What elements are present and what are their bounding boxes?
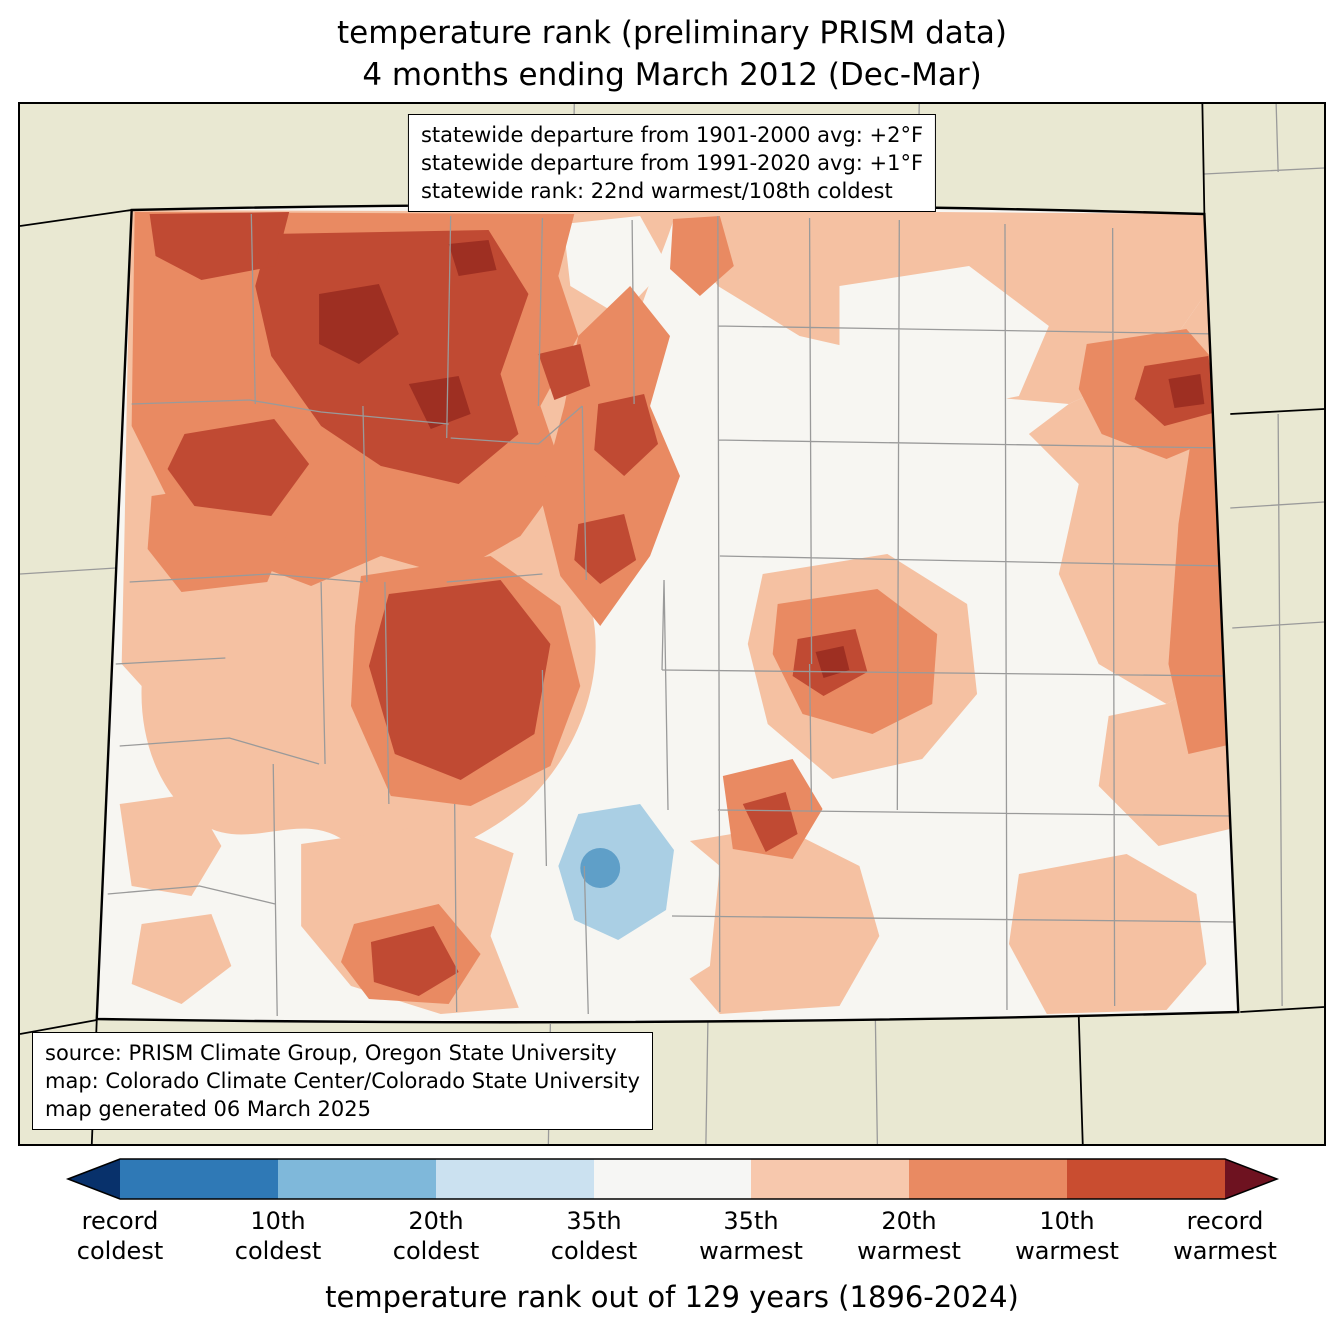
hot-region-blob	[370, 926, 459, 996]
source-line-3: map generated 06 March 2025	[45, 1097, 372, 1121]
colorbar: record coldest 10th coldest 20th coldest…	[0, 1156, 1344, 1314]
county-lines-west	[107, 213, 669, 1017]
colorbar-label-record-warmest: record warmest	[1173, 1206, 1277, 1266]
colorbar-label-20th-coldest: 20th coldest	[393, 1206, 479, 1266]
label-line: 10th	[1039, 1207, 1095, 1235]
label-line: record	[81, 1207, 159, 1235]
hot-region-blob	[538, 344, 591, 400]
rank-regions-brick	[149, 212, 1217, 996]
colorbar-svg	[65, 1158, 1280, 1200]
nearnormal-region-blob	[563, 216, 669, 316]
hottest-region-blob	[815, 646, 850, 678]
label-line: warmest	[1015, 1237, 1119, 1265]
rank-regions-cool	[558, 804, 674, 940]
label-line: coldest	[550, 1237, 638, 1265]
map-area: statewide departure from 1901-2000 avg: …	[18, 102, 1326, 1146]
colorbar-label-record-coldest: record coldest	[77, 1206, 163, 1266]
county-boundaries	[107, 213, 1235, 1017]
stats-line-1: statewide departure from 1901-2000 avg: …	[420, 123, 924, 147]
county-lines-east	[662, 215, 1235, 1013]
label-line: warmest	[699, 1237, 803, 1265]
hot-region-blob	[149, 212, 290, 280]
label-line: coldest	[392, 1237, 480, 1265]
hot-region-blob	[368, 580, 551, 780]
label-line: warmest	[857, 1237, 961, 1265]
label-line: coldest	[234, 1237, 322, 1265]
source-line-2: map: Colorado Climate Center/Colorado St…	[45, 1069, 640, 1093]
colorbar-arrow-record-warmest	[1225, 1159, 1277, 1199]
colorbar-label-10th-warmest: 10th warmest	[1015, 1206, 1119, 1266]
colorbar-label-10th-coldest: 10th coldest	[235, 1206, 321, 1266]
label-line: coldest	[76, 1237, 164, 1265]
state-interior	[96, 204, 1239, 1023]
colorbar-segment-20th-warmest	[909, 1159, 1067, 1199]
stats-line-2: statewide departure from 1991-2020 avg: …	[420, 151, 924, 175]
colorbar-segment-35th-coldest	[436, 1159, 594, 1199]
stats-line-3: statewide rank: 22nd warmest/108th colde…	[420, 179, 893, 203]
hot-region-blob	[574, 514, 637, 584]
label-line: 35th	[566, 1207, 622, 1235]
coolest-region-blob	[580, 848, 621, 888]
colorbar-axis-label: temperature rank out of 129 years (1896-…	[325, 1280, 1019, 1314]
hottest-region-blob	[408, 376, 471, 429]
hottest-region-blob	[1168, 374, 1205, 408]
hot-region-blob	[742, 792, 798, 852]
colorbar-outline	[65, 1158, 1280, 1200]
label-line: 20th	[408, 1207, 464, 1235]
colorbar-segment-10th-coldest	[120, 1159, 278, 1199]
warm-region-blob	[1008, 854, 1207, 1014]
label-line: warmest	[1173, 1237, 1277, 1265]
label-line: 35th	[723, 1207, 779, 1235]
colorbar-segment-35th-warmest	[751, 1159, 909, 1199]
colorbar-labels: record coldest 10th coldest 20th coldest…	[0, 1206, 1344, 1272]
warm-region-blob	[119, 794, 222, 896]
colorbar-label-20th-warmest: 20th warmest	[857, 1206, 961, 1266]
label-line: 20th	[881, 1207, 937, 1235]
hottest-region-blob	[319, 284, 399, 364]
title-line-2: 4 months ending March 2012 (Dec-Mar)	[362, 57, 982, 93]
source-line-1: source: PRISM Climate Group, Oregon Stat…	[45, 1041, 617, 1065]
hottest-region-blob	[448, 240, 497, 276]
warm-region-blob	[131, 914, 232, 1004]
colorbar-segment-middle	[594, 1159, 751, 1199]
colorbar-segment-10th-warmest	[1067, 1159, 1225, 1199]
colorbar-label-35th-coldest: 35th coldest	[551, 1206, 637, 1266]
label-line: 10th	[250, 1207, 306, 1235]
colorado-map-svg	[20, 104, 1324, 1144]
colorbar-segment-20th-coldest	[278, 1159, 436, 1199]
label-line: record	[1186, 1207, 1264, 1235]
colorbar-arrow-record-coldest	[68, 1159, 120, 1199]
nearnormal-region-blob	[839, 266, 1049, 416]
figure-title: temperature rank (preliminary PRISM data…	[0, 0, 1344, 96]
hot-region-blob	[167, 419, 310, 516]
colorbar-label-35th-warmest: 35th warmest	[699, 1206, 803, 1266]
hot-region-blob	[594, 394, 659, 476]
rank-regions-darkred	[319, 240, 1205, 678]
title-line-1: temperature rank (preliminary PRISM data…	[336, 15, 1007, 51]
source-box: source: PRISM Climate Group, Oregon Stat…	[32, 1032, 653, 1130]
stats-box: statewide departure from 1901-2000 avg: …	[407, 114, 937, 212]
